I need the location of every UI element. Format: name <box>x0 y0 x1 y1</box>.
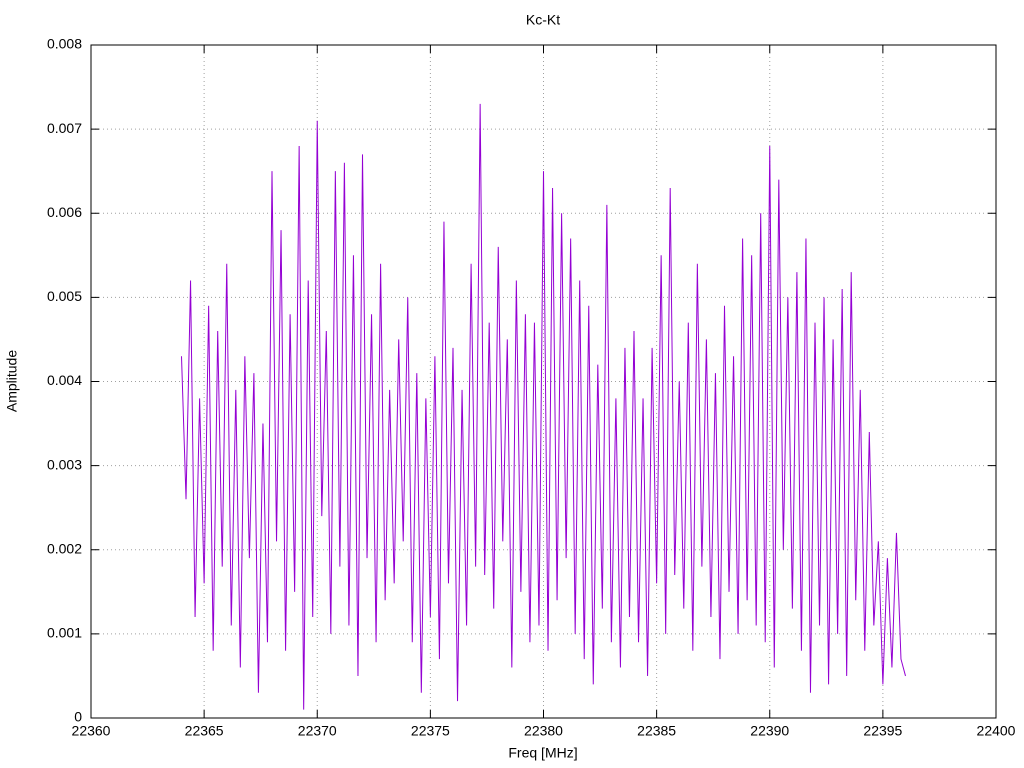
y-tick-label: 0.006 <box>47 204 82 220</box>
x-tick-label: 22385 <box>637 723 676 739</box>
y-axis-label: Amplitude <box>4 350 20 412</box>
x-tick-label: 22395 <box>863 723 902 739</box>
x-axis-label: Freq [MHz] <box>508 745 577 761</box>
x-tick-label: 22365 <box>185 723 224 739</box>
y-tick-label: 0.008 <box>47 36 82 52</box>
data-line <box>181 103 906 710</box>
x-tick-label: 22375 <box>411 723 450 739</box>
y-tick-label: 0.004 <box>47 372 82 388</box>
chart-title: Kc-Kt <box>526 12 560 28</box>
x-tick-label: 22370 <box>298 723 337 739</box>
y-tick-label: 0.003 <box>47 456 82 472</box>
x-tick-label: 22400 <box>977 723 1016 739</box>
y-tick-label: 0.002 <box>47 540 82 556</box>
y-tick-label: 0.005 <box>47 288 82 304</box>
y-tick-label: 0.007 <box>47 120 82 136</box>
y-tick-label: 0.001 <box>47 625 82 641</box>
x-tick-label: 22360 <box>72 723 111 739</box>
y-tick-label: 0 <box>74 709 82 725</box>
plot-frame <box>90 44 997 719</box>
x-tick-label: 22390 <box>750 723 789 739</box>
x-tick-label: 22380 <box>524 723 563 739</box>
